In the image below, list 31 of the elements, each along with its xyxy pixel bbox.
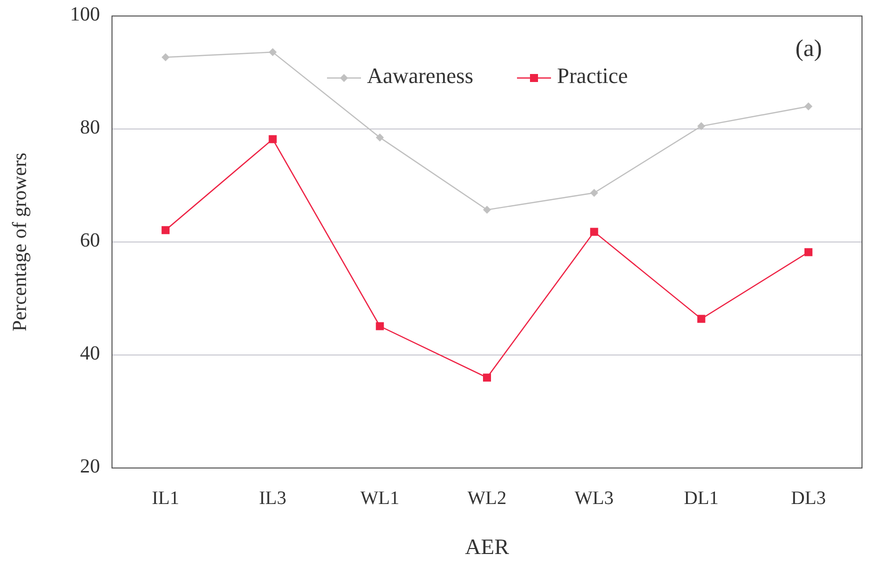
point [804,102,812,110]
point [376,322,384,330]
point [590,228,598,236]
point [590,188,598,197]
point [804,248,812,256]
point [162,226,170,234]
y-tick-label: 80 [80,116,100,139]
y-tick-label: 40 [80,342,100,365]
point [483,374,491,382]
x-tick-label: WL3 [574,488,614,509]
legend-label: Practice [557,63,628,88]
y-axis-title: Percentage of growers [9,152,31,332]
point [697,314,706,323]
point [697,122,706,130]
x-tick-label: IL1 [152,488,180,509]
legend-label: Aawareness [367,63,474,88]
y-tick-label: 60 [80,230,100,252]
x-axis-title: AER [465,534,510,559]
point [483,206,491,214]
x-tick-label: WL1 [360,488,400,509]
x-tick-label: DL1 [684,488,719,509]
y-tick-label: 20 [80,456,100,478]
x-tick-label: WL2 [467,488,507,509]
point [162,53,170,62]
annotation: (a) [795,36,822,62]
x-tick-label: DL3 [791,488,826,509]
point [268,135,277,144]
y-tick-label: 100 [70,4,100,26]
point [376,133,384,142]
x-tick-label: IL3 [258,488,286,509]
point [268,48,277,56]
